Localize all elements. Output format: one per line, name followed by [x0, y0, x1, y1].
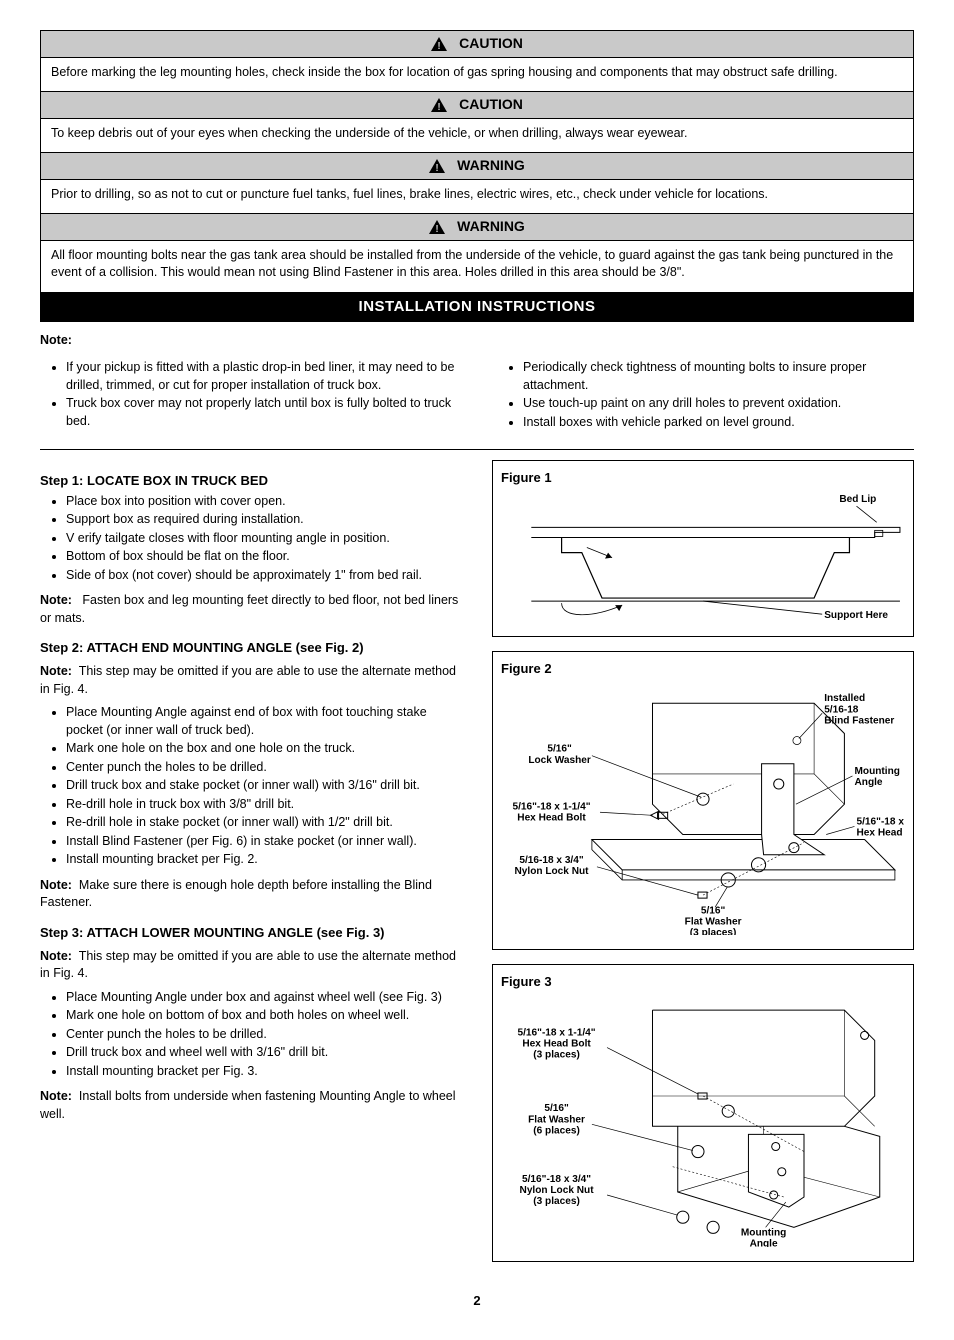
svg-text:!: ! [437, 41, 440, 51]
page-number: 2 [40, 1292, 914, 1310]
note-text: This step may be omitted if you are able… [40, 949, 456, 981]
figure-2-title: Figure 2 [501, 660, 905, 678]
warning-icon: ! [429, 220, 445, 234]
note-text: Install bolts from underside when fasten… [40, 1089, 456, 1121]
svg-text:!: ! [435, 163, 438, 173]
warning-icon: ! [431, 98, 447, 112]
figure-2-diagram: Installed5/16-18Blind Fastener 5/16"Lock… [501, 683, 905, 936]
warning-bar-1: ! WARNING [41, 152, 913, 180]
list-item: Install mounting bracket per Fig. 2. [66, 851, 462, 869]
svg-text:!: ! [437, 102, 440, 112]
figures-column: Figure 1 Bed Lip Support Here F [492, 460, 914, 1275]
list-item: V erify tailgate closes with floor mount… [66, 530, 462, 548]
note-text: Fasten box and leg mounting feet directl… [40, 593, 458, 625]
list-item: Place Mounting Angle under box and again… [66, 989, 462, 1007]
caution-label-1: CAUTION [459, 34, 523, 54]
f2-locknut: 5/16-18 x 3/4"Nylon Lock Nut [514, 854, 589, 876]
f2-flatwasher: 5/16"Flat Washer(3 places) [685, 905, 742, 935]
intro-notes-left: If your pickup is fitted with a plastic … [40, 359, 457, 430]
list-item: Re-drill hole in truck box with 3/8" dri… [66, 796, 462, 814]
note-label: Note: [40, 949, 72, 963]
step2-title: Step 2: ATTACH END MOUNTING ANGLE (see F… [40, 639, 462, 657]
warning-text-1: Prior to drilling, so as not to cut or p… [41, 180, 913, 214]
step3-title: Step 3: ATTACH LOWER MOUNTING ANGLE (see… [40, 924, 462, 942]
f3-mountangle: MountingAngle [741, 1227, 786, 1247]
step2-postnote: Note: Make sure there is enough hole dep… [40, 877, 462, 912]
list-item: Place box into position with cover open. [66, 493, 462, 511]
figure-3-diagram: 5/16"-18 x 1-1/4"Hex Head Bolt(3 places)… [501, 995, 905, 1248]
warning-label-2: WARNING [457, 217, 525, 237]
warning-label-1: WARNING [457, 156, 525, 176]
caution-text-2: To keep debris out of your eyes when che… [41, 119, 913, 153]
warning-bar-2: ! WARNING [41, 213, 913, 241]
caution-bar-1: ! CAUTION [41, 31, 913, 58]
svg-text:!: ! [435, 224, 438, 234]
caution-bar-2: ! CAUTION [41, 91, 913, 119]
list-item: Center punch the holes to be drilled. [66, 759, 462, 777]
step3-prenote: Note: This step may be omitted if you ar… [40, 948, 462, 983]
step3-postnote: Note: Install bolts from underside when … [40, 1088, 462, 1123]
figure-2: Figure 2 [492, 651, 914, 949]
step2-prenote: Note: This step may be omitted if you ar… [40, 663, 462, 698]
list-item: Truck box cover may not properly latch u… [66, 395, 457, 430]
f2-hexshort: 5/16"-18 x 3/4"Hex Head Bolt [857, 816, 905, 838]
list-item: Bottom of box should be flat on the floo… [66, 548, 462, 566]
bed-lip-label: Bed Lip [839, 494, 876, 505]
installation-header: INSTALLATION INSTRUCTIONS [41, 292, 913, 321]
step1-note: Note: Fasten box and leg mounting feet d… [40, 592, 462, 627]
warning-text-2: All floor mounting bolts near the gas ta… [41, 241, 913, 292]
list-item: Install mounting bracket per Fig. 3. [66, 1063, 462, 1081]
step2-list: Place Mounting Angle against end of box … [40, 704, 462, 869]
note-text: This step may be omitted if you are able… [40, 664, 456, 696]
f3-locknut: 5/16"-18 x 3/4"Nylon Lock Nut(3 places) [520, 1174, 595, 1207]
f3-hex: 5/16"-18 x 1-1/4"Hex Head Bolt(3 places) [518, 1027, 596, 1060]
intro-notes-right: Periodically check tightness of mounting… [497, 359, 914, 431]
list-item: Mark one hole on the box and one hole on… [66, 740, 462, 758]
warning-icon: ! [429, 159, 445, 173]
note-label: Note: [40, 878, 72, 892]
step3-list: Place Mounting Angle under box and again… [40, 989, 462, 1081]
caution-text-1: Before marking the leg mounting holes, c… [41, 58, 913, 92]
f3-flatwasher: 5/16"Flat Washer(6 places) [528, 1103, 585, 1136]
list-item: Install Blind Fastener (per Fig. 6) in s… [66, 833, 462, 851]
list-item: Side of box (not cover) should be approx… [66, 567, 462, 585]
list-item: Mark one hole on bottom of box and both … [66, 1007, 462, 1025]
list-item: Drill truck box and wheel well with 3/16… [66, 1044, 462, 1062]
caution-label-2: CAUTION [459, 95, 523, 115]
note-label: Note: [40, 1089, 72, 1103]
list-item: Drill truck box and stake pocket (or inn… [66, 777, 462, 795]
list-item: Support box as required during installat… [66, 511, 462, 529]
note-label: Note: [40, 593, 72, 607]
figure-1-title: Figure 1 [501, 469, 905, 487]
figure-3: Figure 3 [492, 964, 914, 1262]
f2-installed: Installed5/16-18Blind Fastener [824, 693, 894, 726]
list-item: If your pickup is fitted with a plastic … [66, 359, 457, 394]
figure-3-title: Figure 3 [501, 973, 905, 991]
intro-notes: If your pickup is fitted with a plastic … [40, 357, 914, 439]
step1-list: Place box into position with cover open.… [40, 493, 462, 585]
note-text: Make sure there is enough hole depth bef… [40, 878, 432, 910]
alert-section: ! CAUTION Before marking the leg mountin… [40, 30, 914, 322]
note-label: Note: [40, 664, 72, 678]
figure-1: Figure 1 Bed Lip Support Here [492, 460, 914, 637]
list-item: Periodically check tightness of mounting… [523, 359, 914, 394]
support-label: Support Here [824, 610, 888, 621]
list-item: Use touch-up paint on any drill holes to… [523, 395, 914, 413]
f2-mountangle: MountingAngle [855, 765, 900, 787]
f2-lockwasher: 5/16"Lock Washer [528, 743, 591, 765]
list-item: Re-drill hole in stake pocket (or inner … [66, 814, 462, 832]
warning-icon: ! [431, 37, 447, 51]
list-item: Install boxes with vehicle parked on lev… [523, 414, 914, 432]
figure-1-diagram: Bed Lip Support Here [501, 492, 905, 623]
divider [40, 449, 914, 450]
steps-column: Step 1: LOCATE BOX IN TRUCK BED Place bo… [40, 460, 462, 1275]
step1-title: Step 1: LOCATE BOX IN TRUCK BED [40, 472, 462, 490]
f2-hexlong: 5/16"-18 x 1-1/4"Hex Head Bolt [512, 801, 590, 823]
list-item: Center punch the holes to be drilled. [66, 1026, 462, 1044]
main-content: Step 1: LOCATE BOX IN TRUCK BED Place bo… [40, 460, 914, 1275]
intro-note-label: Note: [40, 332, 914, 350]
list-item: Place Mounting Angle against end of box … [66, 704, 462, 739]
